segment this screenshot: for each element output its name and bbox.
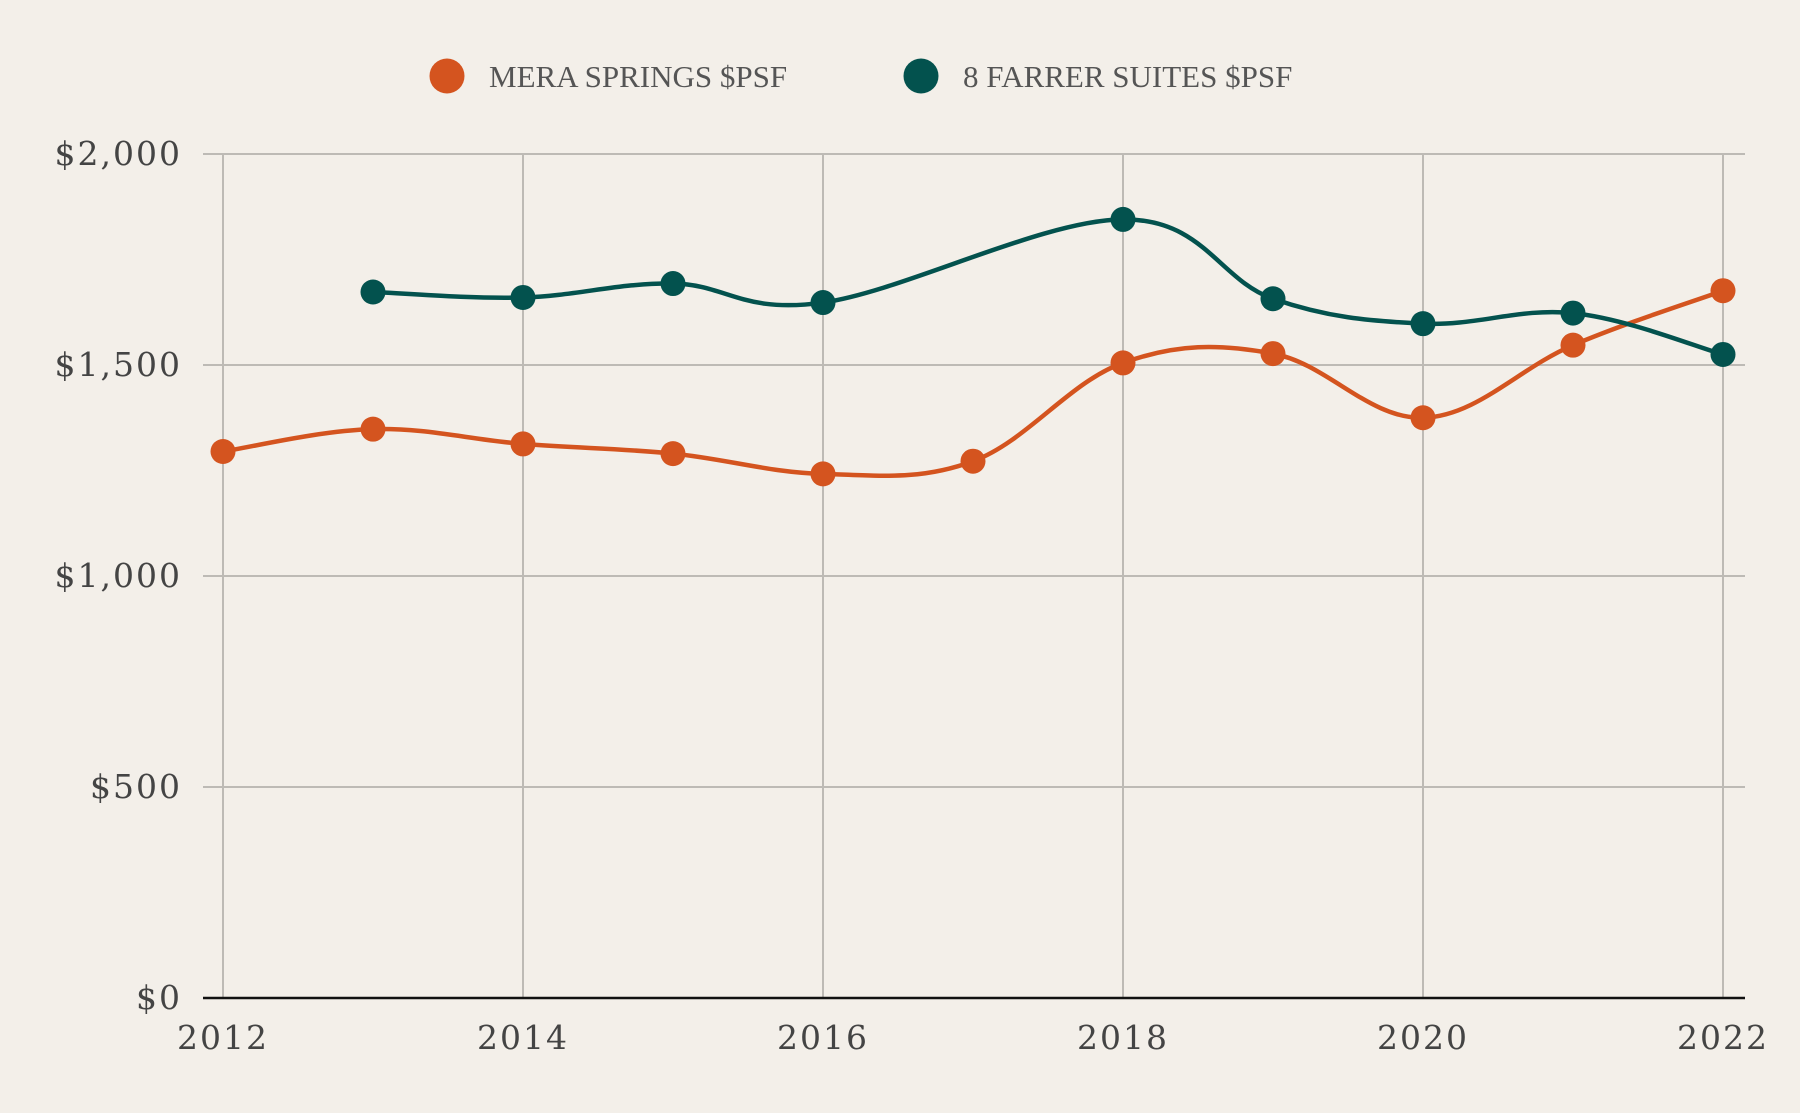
series-group [210,206,1736,487]
data-point [1410,405,1436,431]
series-line [370,217,1726,357]
y-tick-label: $500 [90,767,182,806]
x-tick-labels: 2012 2014 2016 2018 2020 2022 [177,1018,1769,1057]
data-point [210,439,236,465]
y-tick-labels: $0 $500 $1,000 $1,500 $2,000 [55,134,182,1017]
x-tick-label: 2016 [777,1018,869,1057]
legend-label: 8 FARRER SUITES $PSF [963,59,1292,94]
data-point [810,461,836,487]
x-tick-label: 2018 [1077,1018,1169,1057]
data-point [660,441,686,467]
data-point [1260,341,1286,367]
legend: MERA SPRINGS $PSF 8 FARRER SUITES $PSF [429,58,1292,94]
y-gridlines [203,153,1745,788]
data-point [810,290,836,316]
series-8-farrer-suites-psf [360,206,1736,367]
x-tick-label: 2022 [1677,1018,1769,1057]
series-mera-springs-psf [210,278,1736,487]
data-point [510,284,536,310]
y-tick-label: $0 [136,978,182,1017]
x-tick-label: 2012 [177,1018,269,1057]
data-point [510,431,536,457]
data-point [1110,350,1136,376]
legend-swatch [429,58,465,94]
y-tick-label: $1,000 [55,556,182,595]
x-tick-label: 2014 [477,1018,569,1057]
data-point [1710,341,1736,367]
data-point [1710,278,1736,304]
data-point [360,279,386,305]
legend-swatch [903,58,939,94]
y-tick-label: $1,500 [55,345,182,384]
data-point [960,448,986,474]
data-point [1560,300,1586,326]
legend-label: MERA SPRINGS $PSF [489,59,787,94]
data-point [1260,286,1286,312]
data-point [1110,206,1136,232]
legend-item: MERA SPRINGS $PSF [429,58,787,94]
y-tick-label: $2,000 [55,134,182,173]
x-tick-label: 2020 [1377,1018,1469,1057]
legend-item: 8 FARRER SUITES $PSF [903,58,1292,94]
data-point [360,416,386,442]
data-point [1560,332,1586,358]
data-point [660,271,686,297]
data-point [1410,311,1436,337]
